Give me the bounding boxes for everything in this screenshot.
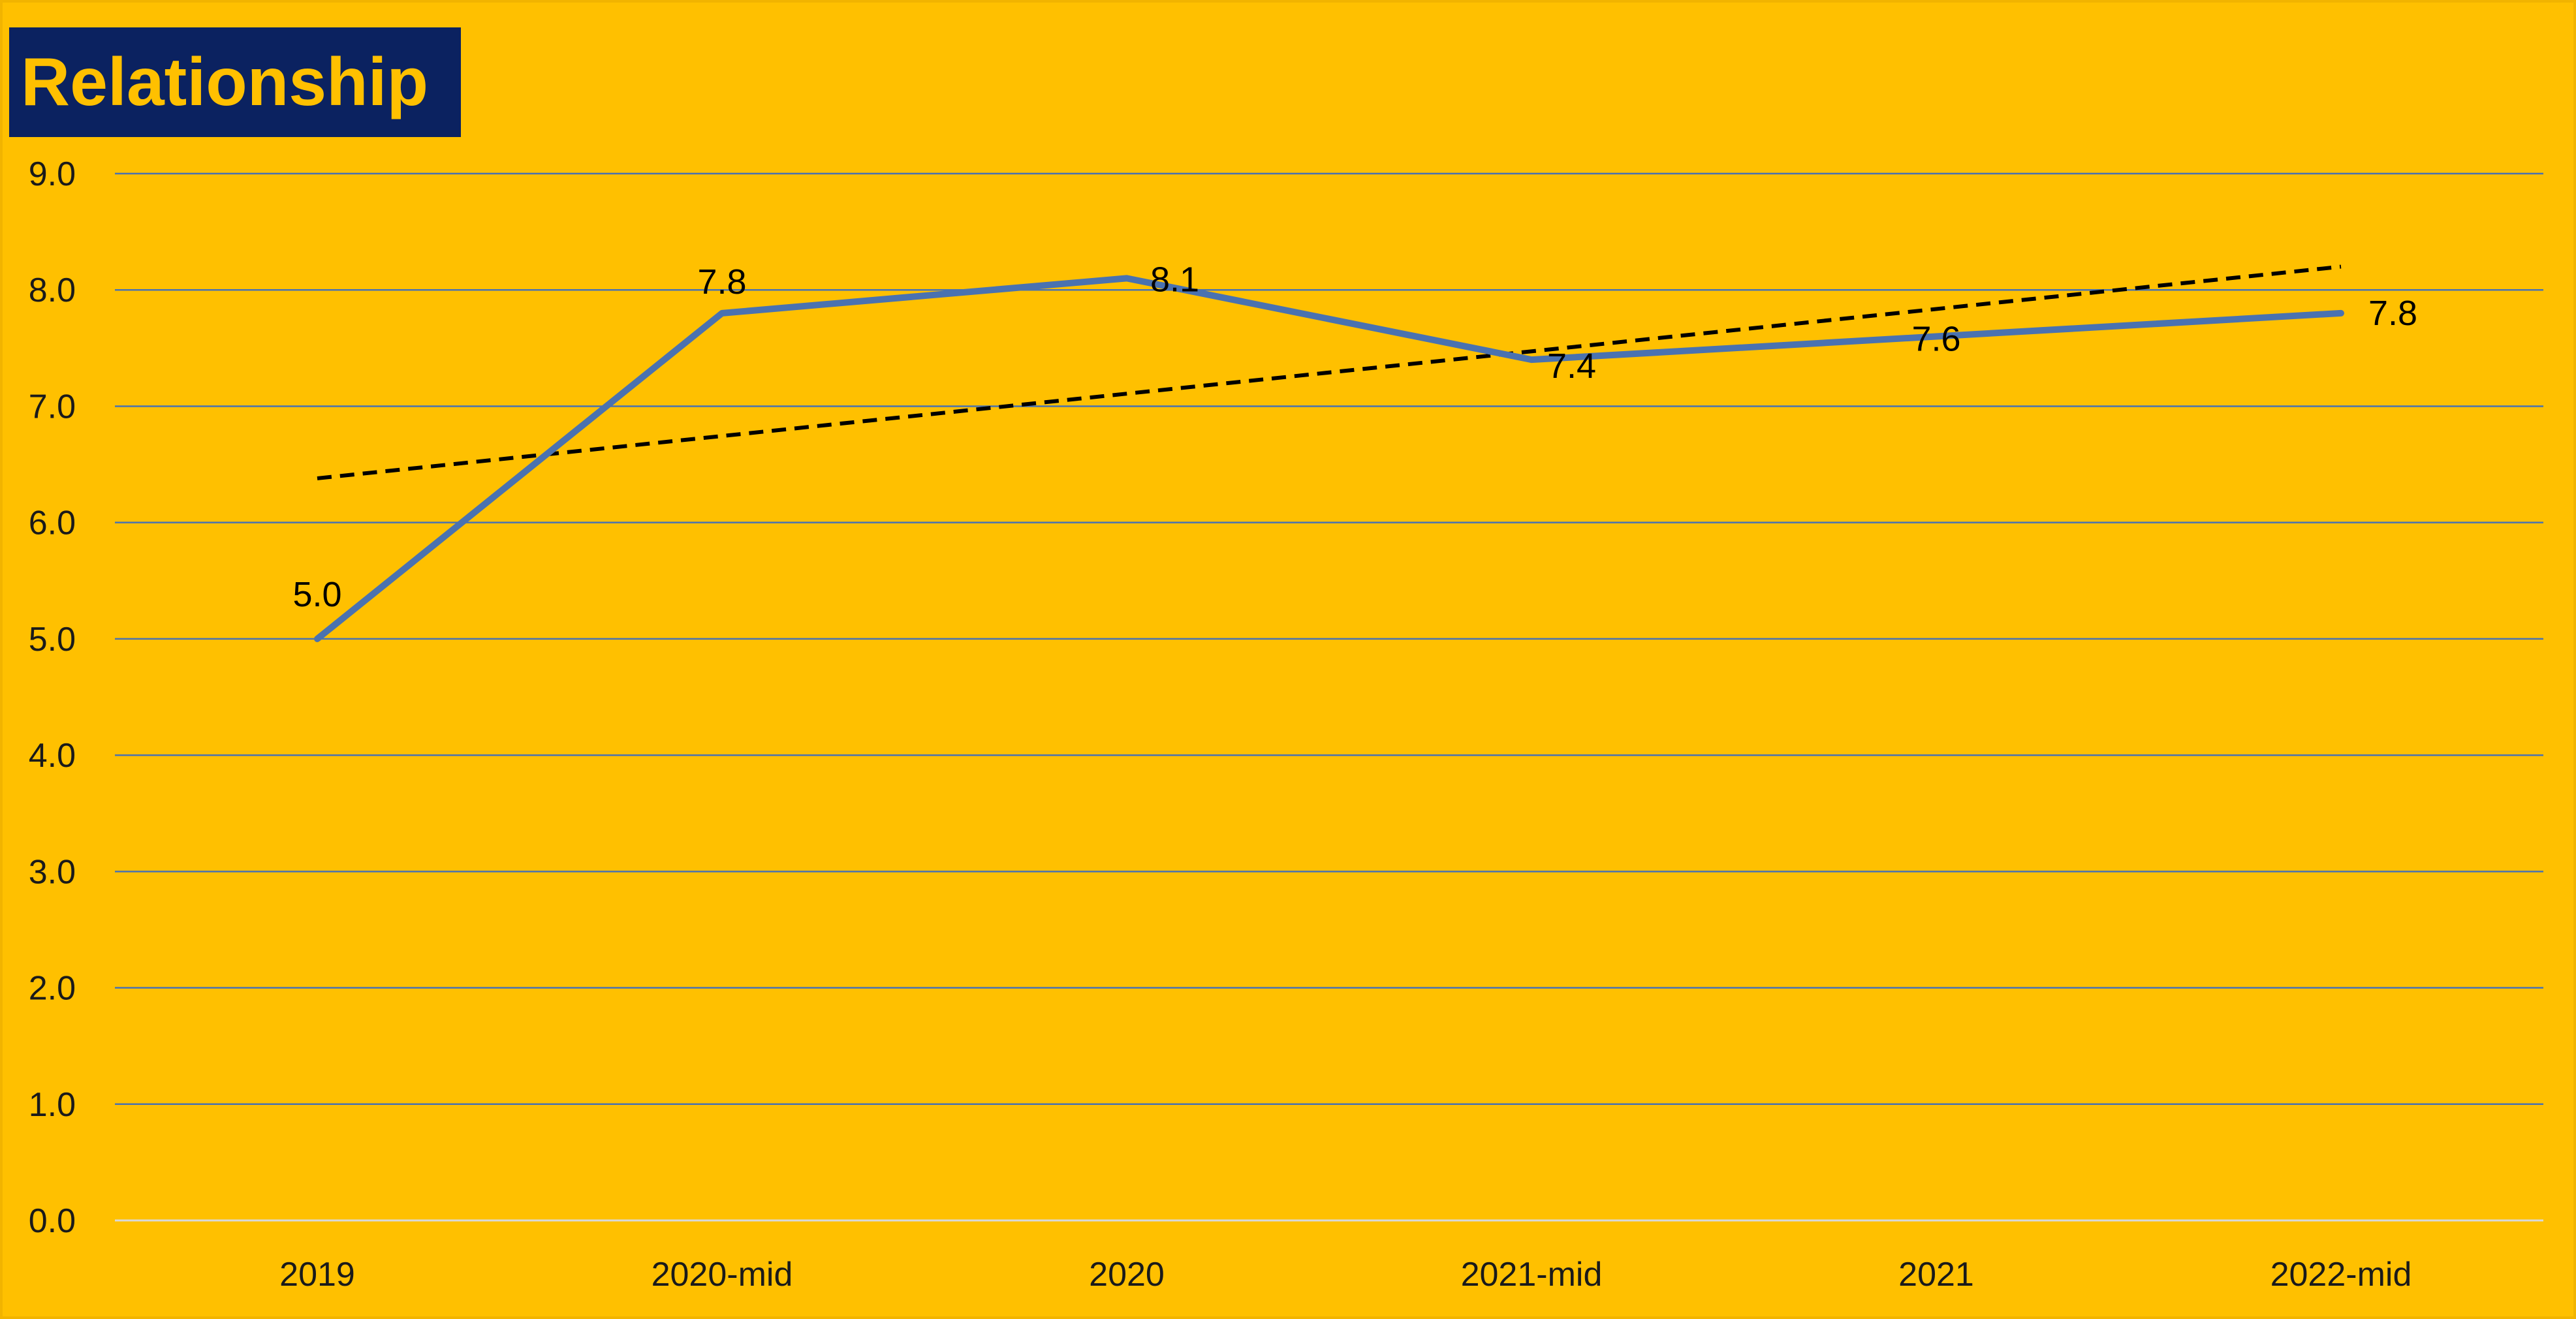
y-tick-label: 0.0 <box>29 1202 76 1240</box>
trendline <box>317 264 2342 480</box>
x-tick-label: 2022-mid <box>2270 1256 2412 1294</box>
gridlines <box>115 172 2543 1222</box>
x-tick-label: 2020-mid <box>652 1256 793 1294</box>
series-line <box>314 275 2344 642</box>
data-label: 7.8 <box>697 262 746 302</box>
y-tick-label: 9.0 <box>29 155 76 193</box>
data-label: 7.8 <box>2368 294 2417 333</box>
y-tick-label: 7.0 <box>29 388 76 426</box>
data-label: 5.0 <box>292 575 341 614</box>
y-tick-label: 6.0 <box>29 504 76 542</box>
data-label: 7.4 <box>1547 347 1596 386</box>
chart-title: Relationship <box>21 44 429 120</box>
y-tick-label: 8.0 <box>29 272 76 309</box>
x-tick-label: 2019 <box>279 1256 355 1294</box>
x-tick-label: 2021-mid <box>1461 1256 1603 1294</box>
chart-title-box: Relationship <box>9 27 461 137</box>
data-label: 8.1 <box>1150 260 1199 299</box>
y-tick-label: 2.0 <box>29 970 76 1008</box>
x-tick-label: 2021 <box>1898 1256 1974 1294</box>
y-tick-label: 4.0 <box>29 737 76 775</box>
line-chart: 0.0 1.0 2.0 3.0 4.0 5.0 6.0 7.0 8.0 9.0 2019 2020-m… <box>29 155 2543 1294</box>
y-tick-label: 5.0 <box>29 621 76 659</box>
data-label: 7.6 <box>1911 320 1960 359</box>
y-tick-label: 3.0 <box>29 853 76 891</box>
x-tick-label: 2020 <box>1089 1256 1165 1294</box>
y-tick-label: 1.0 <box>29 1086 76 1124</box>
